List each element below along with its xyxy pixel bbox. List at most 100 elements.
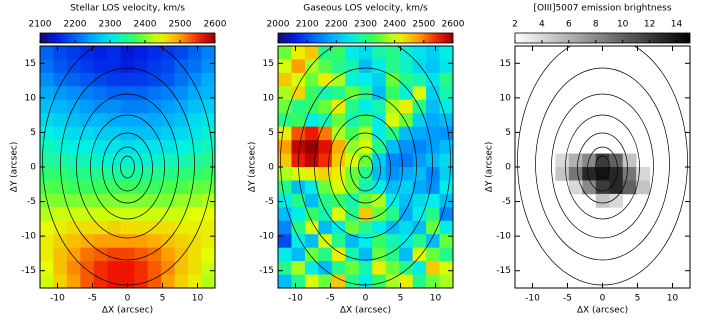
cell (278, 153, 292, 168)
cell (161, 220, 176, 235)
cell (304, 126, 319, 141)
cell (174, 113, 189, 128)
cell (161, 167, 176, 181)
cell (426, 274, 440, 288)
cell (331, 247, 346, 262)
cell (358, 153, 373, 168)
cell (134, 167, 149, 181)
heatmap (40, 46, 215, 288)
cell (609, 167, 624, 181)
cell (426, 247, 440, 262)
cell (53, 46, 68, 60)
cell (201, 46, 215, 60)
colorbar-tick-label: 2 (512, 20, 518, 30)
cell (120, 153, 135, 168)
cell (161, 207, 176, 222)
cell (439, 126, 453, 141)
cell (53, 234, 68, 249)
cell (399, 234, 414, 249)
cell (53, 140, 68, 154)
cell (161, 86, 176, 101)
cell (304, 261, 319, 275)
cell (439, 153, 453, 168)
cell (595, 167, 610, 181)
cell (201, 167, 215, 181)
cell (318, 113, 333, 128)
cell (161, 72, 176, 87)
colorbar-tick-label: 10 (617, 20, 629, 30)
cell (80, 153, 95, 168)
cell (174, 153, 189, 168)
cell (66, 193, 81, 208)
cell (582, 180, 597, 195)
cell (147, 274, 162, 288)
cell (345, 261, 360, 275)
cell (372, 59, 387, 74)
cell (147, 220, 162, 235)
cell (40, 247, 54, 262)
cell (120, 72, 135, 87)
cell (93, 180, 108, 195)
cell (66, 234, 81, 249)
cell (161, 99, 176, 114)
cell (358, 207, 373, 222)
cell (399, 220, 414, 235)
cell (40, 180, 54, 195)
cell (66, 46, 81, 60)
cell (345, 99, 360, 114)
cell (93, 99, 108, 114)
cell (426, 167, 440, 181)
cell (399, 140, 414, 154)
cell (161, 153, 176, 168)
cell (53, 86, 68, 101)
cell (174, 207, 189, 222)
cell (66, 274, 81, 288)
cell (358, 234, 373, 249)
cell (412, 126, 427, 141)
cell (278, 207, 292, 222)
colorbar (514, 32, 691, 44)
cell (385, 99, 400, 114)
cell (331, 180, 346, 195)
cell (358, 180, 373, 195)
cell (345, 140, 360, 154)
cell (66, 167, 81, 181)
cell (568, 167, 583, 181)
cell (304, 234, 319, 249)
cell (426, 59, 440, 74)
cell (372, 126, 387, 141)
colorbar-tick-label: 6 (566, 20, 572, 30)
y-tick-label: -15 (259, 266, 274, 276)
cell (358, 220, 373, 235)
cell (399, 180, 414, 195)
cell (622, 167, 637, 181)
cell (174, 274, 189, 288)
cell (412, 247, 427, 262)
colorbar-tick-label: 2300 (99, 20, 122, 30)
cell (372, 72, 387, 87)
cell (385, 247, 400, 262)
cell (304, 46, 319, 60)
cell (372, 193, 387, 208)
cell (53, 126, 68, 141)
cell (331, 274, 346, 288)
cell (107, 126, 122, 141)
cell (201, 86, 215, 101)
cell (412, 153, 427, 168)
cell (66, 59, 81, 74)
cell (372, 261, 387, 275)
cell (66, 72, 81, 87)
cell (174, 86, 189, 101)
cell (331, 140, 346, 154)
cell (40, 46, 54, 60)
colorbar-tick-label: 2200 (325, 20, 348, 30)
cell (568, 180, 583, 195)
cell (412, 167, 427, 181)
cell (40, 72, 54, 87)
cell (120, 247, 135, 262)
cell (120, 59, 135, 74)
x-tick-label: 0 (363, 294, 369, 304)
y-tick-label: 0 (268, 163, 274, 173)
cell (372, 140, 387, 154)
cell (439, 207, 453, 222)
